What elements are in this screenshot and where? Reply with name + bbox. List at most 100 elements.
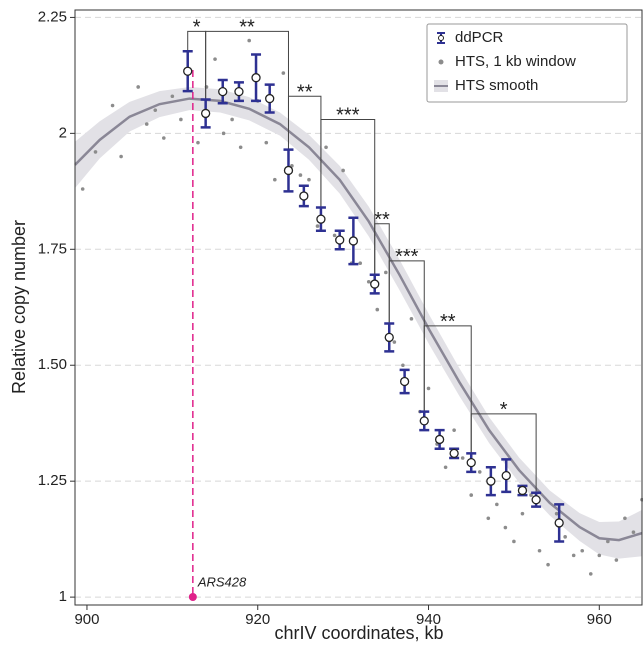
hts-point <box>503 525 508 530</box>
hts-point <box>273 177 277 182</box>
ddpcr-point <box>283 165 294 176</box>
hts-point <box>213 57 217 61</box>
ddpcr-point <box>466 457 476 468</box>
legend-label: HTS smooth <box>455 77 538 94</box>
hts-point <box>469 493 474 497</box>
x-tick-label: 900 <box>74 611 99 628</box>
smooth-line <box>74 97 643 542</box>
significance-label: ** <box>374 209 390 231</box>
ddpcr-point <box>348 236 359 246</box>
hts-point <box>426 386 431 391</box>
ddpcr-point <box>299 191 309 201</box>
legend-box <box>426 23 628 103</box>
hts-point <box>623 516 627 521</box>
hts-point <box>443 465 448 470</box>
hts-point <box>298 173 303 177</box>
significance-bracket <box>205 30 289 150</box>
hts-point <box>341 168 345 173</box>
x-tick-label: 920 <box>245 611 270 628</box>
legend-icon <box>438 35 444 41</box>
legend-label: ddPCR <box>455 29 504 46</box>
hts-point <box>238 145 243 150</box>
significance-label: ** <box>440 311 456 333</box>
hts-point <box>264 140 269 145</box>
hts-point <box>247 38 251 43</box>
hts-point <box>409 317 414 321</box>
ddpcr-point <box>316 214 326 224</box>
marker-dot <box>188 593 197 601</box>
ddpcr-point <box>419 416 429 426</box>
ddpcr-point <box>517 485 528 496</box>
hts-point <box>110 103 115 108</box>
hts-point <box>144 122 149 126</box>
hts-point <box>332 233 337 238</box>
hts-point <box>477 470 482 474</box>
hts-point <box>80 187 85 191</box>
hts-point <box>597 553 602 558</box>
hts-point <box>384 270 388 275</box>
y-tick-label: 1.50 <box>38 356 67 373</box>
hts-point <box>375 307 380 312</box>
hts-point <box>358 261 363 266</box>
hts-point <box>537 548 542 553</box>
hts-point <box>307 177 311 182</box>
hts-point <box>162 136 166 140</box>
hts-point <box>281 71 286 75</box>
hts-point <box>221 131 226 136</box>
significance-bracket <box>320 118 376 275</box>
ddpcr-point <box>486 476 496 486</box>
x-tick-label: 960 <box>587 611 612 628</box>
ddpcr-point <box>370 279 380 289</box>
ddpcr-point <box>335 235 345 245</box>
ddpcr-point <box>531 495 541 505</box>
ddpcr-point <box>501 470 511 481</box>
hts-point <box>486 516 491 521</box>
hts-point <box>606 539 610 544</box>
significance-label: *** <box>336 105 360 127</box>
significance-bracket <box>470 413 537 493</box>
hts-point <box>136 85 140 89</box>
hts-point <box>366 279 371 284</box>
ddpcr-point <box>399 376 410 387</box>
ddpcr-point <box>251 73 261 83</box>
hts-point <box>93 150 98 154</box>
hts-point <box>179 117 183 122</box>
legend-icon <box>438 59 444 65</box>
hts-point <box>546 562 550 567</box>
x-tick-label: 940 <box>416 611 441 628</box>
hts-point <box>119 154 123 159</box>
ddpcr-point <box>384 332 394 343</box>
hts-point <box>460 456 465 460</box>
hts-point <box>401 363 405 368</box>
legend-label: HTS, 1 kb window <box>455 53 576 70</box>
hts-point <box>580 548 585 553</box>
hts-point <box>392 340 397 344</box>
hts-point <box>571 553 576 558</box>
significance-label: *** <box>395 246 419 268</box>
ddpcr-point <box>234 86 244 97</box>
ddpcr-point <box>265 93 275 104</box>
significance-label: * <box>500 399 508 421</box>
y-tick-label: 1 <box>59 588 67 605</box>
hts-point <box>520 511 525 516</box>
x-axis-label: chrIV coordinates, kb <box>274 623 443 643</box>
hts-point <box>563 535 567 539</box>
hts-point <box>153 108 158 112</box>
hts-point <box>315 224 320 228</box>
y-tick-label: 2.25 <box>38 8 67 25</box>
hts-point <box>230 117 234 122</box>
hts-point <box>529 493 533 497</box>
marker-label: ARS428 <box>197 574 247 589</box>
ddpcr-point <box>554 518 564 528</box>
ddpcr-point <box>449 448 459 459</box>
significance-label: ** <box>297 82 313 104</box>
hts-point <box>614 558 619 562</box>
hts-point <box>495 502 499 507</box>
ddpcr-point <box>183 66 193 76</box>
hts-point <box>588 572 593 576</box>
hts-point <box>452 428 456 432</box>
plot-frame <box>74 9 643 606</box>
y-axis-label: Relative copy number <box>9 220 29 394</box>
hts-point <box>196 140 200 145</box>
